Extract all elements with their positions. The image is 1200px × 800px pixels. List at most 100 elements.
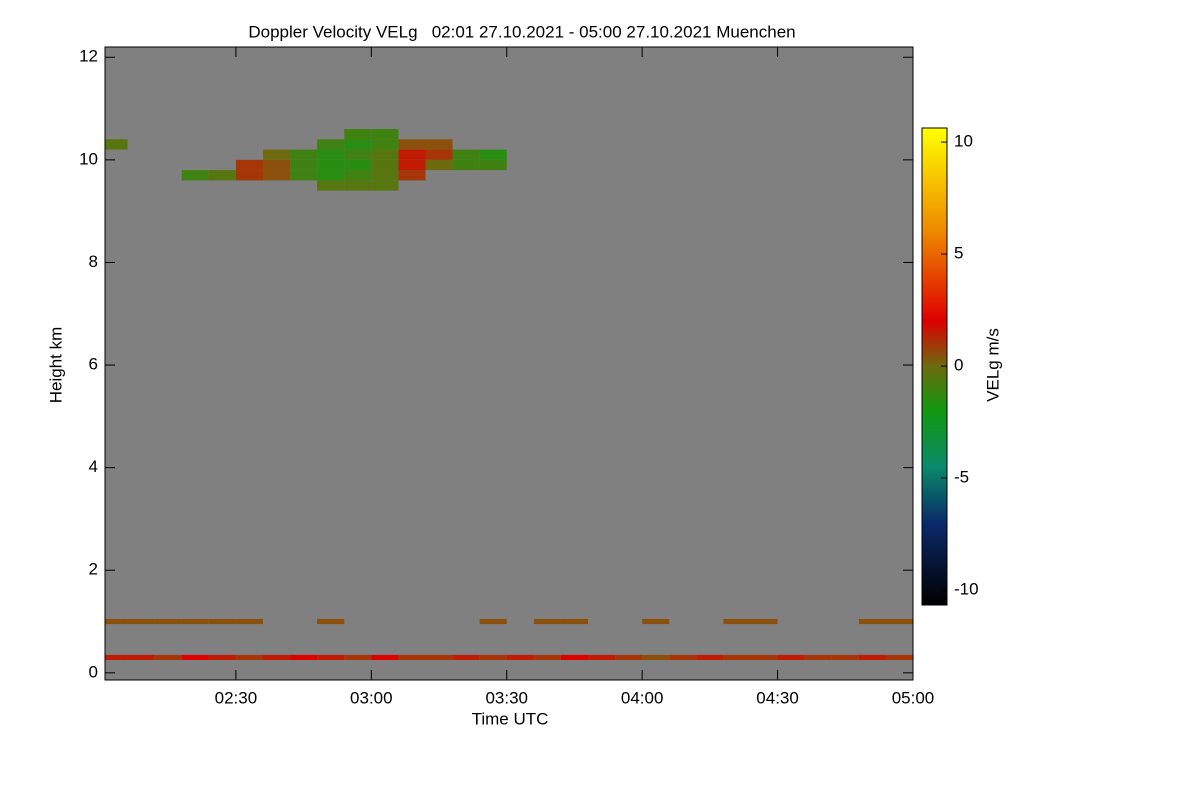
heatmap-cell (208, 654, 236, 660)
plot-frame (104, 46, 914, 681)
heatmap-cell (533, 618, 561, 625)
heatmap-cell (479, 149, 507, 160)
heatmap-cell (371, 170, 399, 181)
colorbar-tick-label: 5 (954, 244, 963, 263)
heatmap-cell (452, 149, 480, 160)
heatmap-cell (425, 139, 453, 150)
heatmap-cell (181, 618, 209, 625)
heatmap-cell (262, 654, 291, 660)
colorbar-tick-label: -5 (954, 468, 969, 487)
heatmap-cell (398, 170, 426, 181)
x-tick-label: 03:30 (485, 688, 528, 707)
heatmap-cell (642, 654, 670, 660)
heatmap-cell (425, 149, 453, 160)
heatmap (105, 129, 913, 660)
heatmap-cell (317, 654, 345, 660)
heatmap-cell (290, 170, 318, 181)
y-tick-label: 6 (89, 355, 98, 374)
heatmap-cell (344, 159, 372, 171)
heatmap-cell (262, 170, 291, 181)
colorbar-tick-label: 0 (954, 356, 963, 375)
heatmap-cell (105, 139, 128, 150)
heatmap-cell (154, 618, 182, 625)
heatmap-cell (208, 618, 236, 625)
heatmap-cell (344, 129, 372, 140)
heatmap-cell (105, 618, 128, 625)
heatmap-cell (560, 654, 588, 660)
heatmap-cell (479, 159, 507, 171)
heatmap-cell (344, 180, 372, 191)
heatmap-cell (371, 180, 399, 191)
heatmap-cell (479, 654, 507, 660)
x-tick-label: 04:30 (756, 688, 799, 707)
x-axis-label: Time UTC (472, 709, 549, 728)
heatmap-cell (344, 170, 372, 181)
y-axis-label: Height km (46, 327, 65, 404)
heatmap-cell (290, 149, 318, 160)
heatmap-cell (344, 149, 372, 160)
heatmap-cell (317, 159, 345, 171)
heatmap-cell (262, 159, 291, 171)
heatmap-cell (479, 618, 507, 625)
heatmap-cell (181, 170, 209, 181)
heatmap-cell (344, 654, 372, 660)
heatmap-cell (127, 618, 155, 625)
heatmap-cell (371, 149, 399, 160)
heatmap-cell (642, 618, 670, 625)
heatmap-cell (506, 654, 534, 660)
heatmap-cell (235, 159, 263, 171)
x-tick-label: 05:00 (892, 688, 935, 707)
heatmap-cell (344, 139, 372, 150)
heatmap-cell (750, 654, 778, 660)
y-tick-label: 10 (79, 149, 98, 168)
heatmap-cell (723, 654, 751, 660)
heatmap-cell (317, 149, 345, 160)
heatmap-cell (398, 149, 426, 160)
heatmap-cell (587, 654, 616, 660)
heatmap-cell (235, 618, 263, 625)
heatmap-cell (317, 180, 345, 191)
heatmap-cell (317, 139, 345, 150)
heatmap-cell (398, 159, 426, 171)
y-tick-label: 2 (89, 560, 98, 579)
heatmap-cell (533, 654, 561, 660)
heatmap-cell (723, 618, 751, 625)
colorbar-label: VELg m/s (983, 328, 1002, 402)
heatmap-cell (208, 170, 236, 181)
heatmap-cell (885, 654, 913, 660)
heatmap-cell (885, 618, 913, 625)
plot-background (105, 47, 913, 680)
y-tick-label: 0 (89, 662, 98, 681)
heatmap-cell (371, 129, 399, 140)
heatmap-cell (777, 654, 805, 660)
heatmap-cell (371, 139, 399, 150)
colorbar-tick-label: 10 (954, 132, 973, 151)
colorbar (921, 127, 948, 606)
y-tick-label: 4 (89, 457, 98, 476)
heatmap-cell (425, 159, 453, 171)
heatmap-cell (452, 159, 480, 171)
heatmap-cell (290, 654, 318, 660)
x-tick-label: 04:00 (621, 688, 664, 707)
heatmap-cell (371, 159, 399, 171)
heatmap-cell (398, 654, 426, 660)
heatmap-cell (262, 149, 291, 160)
heatmap-cell (127, 654, 155, 660)
heatmap-cell (317, 170, 345, 181)
heatmap-cell (615, 654, 643, 660)
heatmap-cell (858, 618, 886, 625)
heatmap-cell (831, 654, 859, 660)
heatmap-cell (669, 654, 697, 660)
heatmap-cell (371, 654, 399, 660)
chart-title: Doppler Velocity VELg 02:01 27.10.2021 -… (248, 22, 795, 41)
heatmap-cell (398, 139, 426, 150)
heatmap-cell (105, 654, 128, 660)
heatmap-cell (858, 654, 886, 660)
heatmap-cell (235, 170, 263, 181)
heatmap-cell (560, 618, 588, 625)
heatmap-cell (235, 654, 263, 660)
heatmap-cell (290, 159, 318, 171)
heatmap-cell (317, 618, 345, 625)
heatmap-cell (750, 618, 778, 625)
